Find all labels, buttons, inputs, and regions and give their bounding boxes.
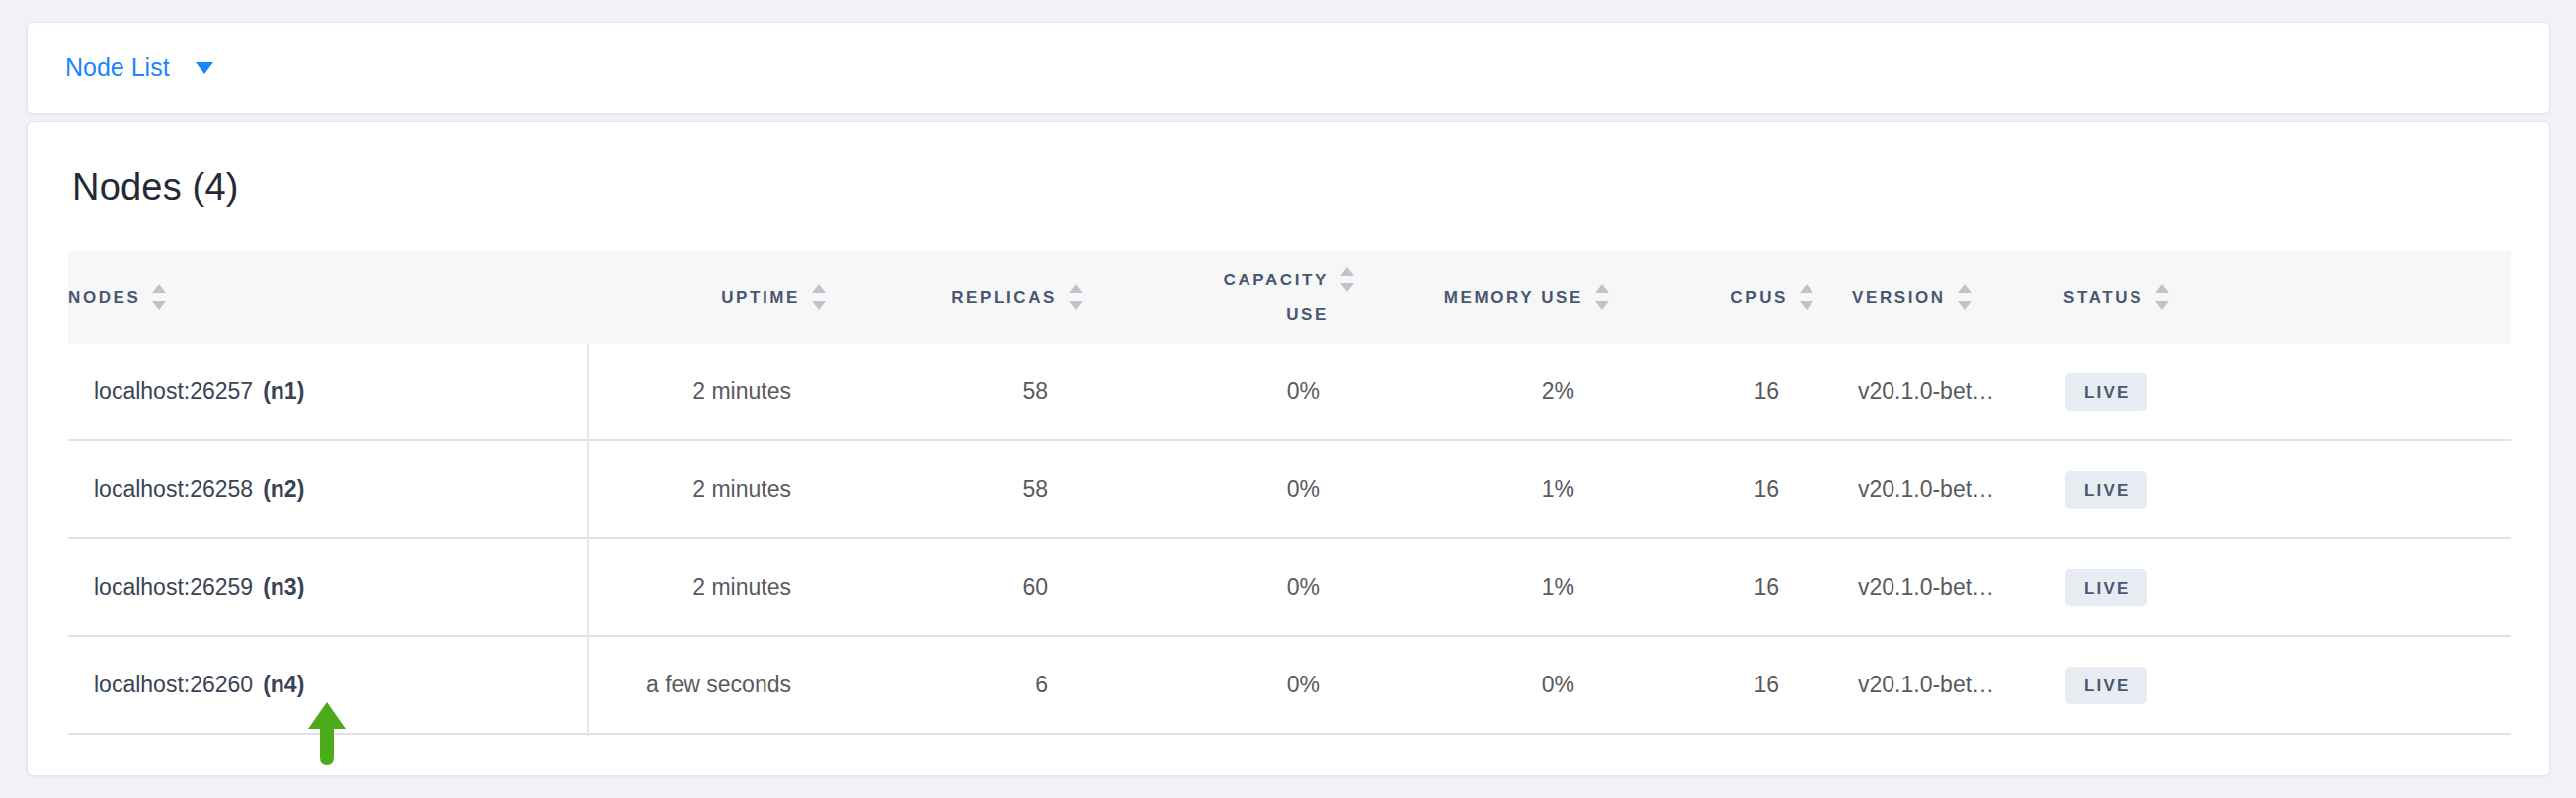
column-header-uptime[interactable]: UPTIME — [587, 251, 831, 344]
status-badge: LIVE — [2065, 569, 2147, 606]
node-address-link[interactable]: localhost:26258 — [94, 476, 253, 503]
node-id: (n1) — [263, 378, 304, 405]
column-header-nodes[interactable]: NODES — [68, 251, 587, 344]
cell-replicas: 6 — [831, 637, 1087, 733]
status-badge: LIVE — [2065, 667, 2147, 704]
column-header-label: VERSION — [1852, 280, 1946, 315]
cell-nodes: localhost:26259 (n3) — [68, 539, 587, 635]
cell-replicas: 58 — [831, 441, 1087, 537]
node-id: (n4) — [263, 672, 304, 698]
table-row: localhost:26260(n4)a few seconds60%0%16v… — [68, 637, 2511, 735]
nodes-panel: Nodes (4) NODES UPTIME REPLICAS CAPACITY US… — [27, 121, 2550, 776]
cell-status: LIVE — [2055, 637, 2511, 733]
cell-version: v20.1.0-bet… — [1818, 539, 2055, 635]
column-header-status[interactable]: STATUS — [2055, 251, 2511, 344]
cell-nodes: localhost:26257 (n1) — [68, 344, 587, 439]
column-divider — [587, 344, 589, 736]
cell-nodes: localhost:26258 (n2) — [68, 441, 587, 537]
annotation-arrow-up-icon — [308, 702, 346, 765]
cell-uptime: 2 minutes — [587, 539, 831, 635]
cell-memory_use: 1% — [1359, 539, 1614, 635]
cell-status: LIVE — [2055, 441, 2511, 537]
sort-arrows-icon — [1958, 284, 1972, 310]
caret-down-icon — [196, 62, 213, 74]
cell-version: v20.1.0-bet… — [1818, 441, 2055, 537]
node-list-dropdown[interactable]: Node List — [65, 53, 213, 82]
cell-version: v20.1.0-bet… — [1818, 344, 2055, 439]
cell-capacity_use: 0% — [1087, 441, 1359, 537]
column-header-label: MEMORY USE — [1444, 280, 1583, 315]
cell-cpus: 16 — [1614, 344, 1818, 439]
sort-arrows-icon — [1800, 284, 1813, 310]
column-header-label: REPLICAS — [951, 280, 1057, 315]
table-header-row: NODES UPTIME REPLICAS CAPACITY USE MEMORY US… — [68, 251, 2511, 344]
table-row: localhost:26259 (n3) 2 minutes600%1%16v20.… — [68, 539, 2511, 637]
cell-uptime: 2 minutes — [587, 441, 831, 537]
nodes-table: NODES UPTIME REPLICAS CAPACITY USE MEMORY US… — [68, 251, 2511, 735]
node-id: (n3) — [263, 574, 304, 600]
sort-arrows-icon — [812, 284, 826, 310]
table-row: localhost:26257 (n1) 2 minutes580%2%16v20.… — [68, 344, 2511, 441]
cell-capacity_use: 0% — [1087, 539, 1359, 635]
cell-replicas: 58 — [831, 344, 1087, 439]
node-id: (n2) — [263, 476, 304, 503]
cell-uptime: 2 minutes — [587, 344, 831, 439]
status-badge: LIVE — [2065, 471, 2147, 509]
column-header-label: NODES — [68, 280, 140, 315]
cell-capacity_use: 0% — [1087, 637, 1359, 733]
cell-replicas: 60 — [831, 539, 1087, 635]
node-address-link[interactable]: localhost:26259 — [94, 574, 253, 600]
cell-cpus: 16 — [1614, 539, 1818, 635]
cell-memory_use: 2% — [1359, 344, 1614, 439]
cell-memory_use: 0% — [1359, 637, 1614, 733]
topbar: Node List — [27, 22, 2550, 114]
sort-arrows-icon — [1069, 284, 1083, 310]
node-list-dropdown-label: Node List — [65, 53, 170, 82]
table-row: localhost:26258 (n2) 2 minutes580%1%16v20.… — [68, 441, 2511, 539]
table-body: localhost:26257(n1)2 minutes580%2%16v20.… — [68, 344, 2511, 735]
cell-status: LIVE — [2055, 539, 2511, 635]
cell-status: LIVE — [2055, 344, 2511, 439]
column-header-memory_use[interactable]: MEMORY USE — [1359, 251, 1614, 344]
sort-arrows-icon — [1340, 267, 1354, 292]
sort-arrows-icon — [152, 284, 166, 310]
column-header-label: STATUS — [2063, 280, 2143, 315]
column-header-label: CAPACITY USE — [1180, 263, 1328, 332]
cell-memory_use: 1% — [1359, 441, 1614, 537]
cell-uptime: a few seconds — [587, 637, 831, 733]
page-title: Nodes (4) — [72, 166, 2549, 208]
cell-version: v20.1.0-bet… — [1818, 637, 2055, 733]
cell-cpus: 16 — [1614, 441, 1818, 537]
column-header-label: CPUS — [1731, 280, 1788, 315]
node-address-link[interactable]: localhost:26260 — [94, 672, 253, 698]
column-header-label: UPTIME — [721, 280, 800, 315]
column-header-capacity_use[interactable]: CAPACITY USE — [1087, 251, 1359, 344]
sort-arrows-icon — [1595, 284, 1609, 310]
node-address-link[interactable]: localhost:26257 — [94, 378, 253, 405]
column-header-version[interactable]: VERSION — [1818, 251, 2055, 344]
status-badge: LIVE — [2065, 373, 2147, 411]
cell-capacity_use: 0% — [1087, 344, 1359, 439]
column-header-cpus[interactable]: CPUS — [1614, 251, 1818, 344]
sort-arrows-icon — [2155, 284, 2169, 310]
cell-cpus: 16 — [1614, 637, 1818, 733]
column-header-replicas[interactable]: REPLICAS — [831, 251, 1087, 344]
